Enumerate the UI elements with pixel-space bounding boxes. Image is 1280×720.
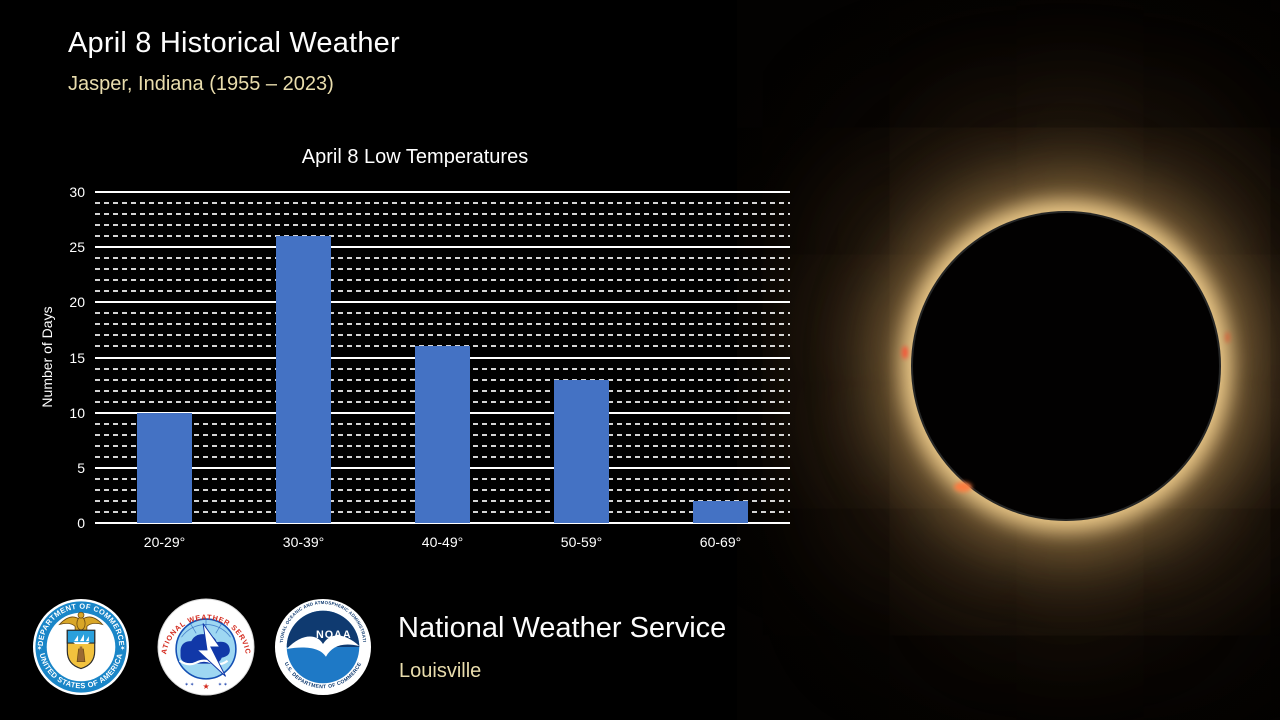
eclipsed-moon-disk — [911, 211, 1221, 521]
major-gridline — [95, 246, 790, 249]
lightning-bolt-icon — [195, 623, 227, 677]
minor-gridline — [95, 279, 790, 282]
x-tick-label: 40-49° — [421, 534, 464, 550]
doc-star-right-icon: ✶ — [120, 644, 126, 652]
major-gridline — [95, 301, 790, 304]
footer-org: National Weather Service — [398, 612, 727, 644]
nws-star-center-icon: ★ — [202, 682, 209, 691]
minor-gridline — [95, 235, 790, 238]
bar-30-39° — [276, 236, 331, 523]
minor-gridline — [95, 312, 790, 315]
y-tick-label: 25 — [69, 239, 85, 256]
x-tick-label: 50-59° — [560, 534, 603, 550]
minor-gridline — [95, 224, 790, 227]
x-axis-ticks: 20-29° 30-39° 40-49° 50-59° 60-69° — [95, 534, 790, 554]
major-gridline — [95, 522, 790, 524]
page-subtitle: Jasper, Indiana (1955 – 2023) — [68, 73, 334, 95]
minor-gridline — [95, 213, 790, 216]
y-tick-label: 5 — [77, 459, 85, 476]
x-tick-label: 20-29° — [143, 534, 186, 550]
commerce-shield-icon — [66, 629, 96, 670]
plot-area — [95, 191, 790, 524]
minor-gridline — [95, 202, 790, 205]
solar-prominence-right — [1225, 332, 1230, 343]
minor-gridline — [95, 268, 790, 271]
bar-60-69° — [693, 500, 748, 523]
national-weather-service-logo: NATIONAL WEATHER SERVICE ✶ ✶ ★ ✶ ✶ — [157, 598, 255, 696]
doc-star-left-icon: ✶ — [36, 644, 42, 652]
bar-20-29° — [137, 412, 192, 523]
y-tick-label: 15 — [69, 349, 85, 366]
minor-gridline — [95, 323, 790, 326]
minor-gridline — [95, 257, 790, 260]
x-tick-label: 30-39° — [282, 534, 325, 550]
noaa-label: NOAA — [316, 629, 352, 641]
y-tick-label: 0 — [77, 515, 85, 531]
footer-office: Louisville — [399, 660, 482, 682]
eagle-icon — [58, 611, 104, 631]
major-gridline — [95, 191, 790, 193]
y-tick-label: 20 — [69, 294, 85, 311]
department-of-commerce-logo: DEPARTMENT OF COMMERCE UNITED STATES OF … — [32, 598, 130, 696]
storm-cloud-icon — [180, 634, 230, 664]
nws-stars-right-icon: ✶ ✶ — [218, 682, 228, 688]
y-tick-label: 10 — [69, 404, 85, 421]
bar-50-59° — [554, 379, 609, 523]
noaa-seagull-icon — [286, 635, 360, 657]
y-tick-label: 30 — [69, 184, 85, 200]
minor-gridline — [95, 334, 790, 337]
solar-prominence-left — [902, 346, 908, 359]
bar-40-49° — [415, 346, 470, 523]
chart-title: April 8 Low Temperatures — [301, 146, 529, 168]
eclipse-photo — [737, 0, 1280, 720]
noaa-logo: NOAA NATIONAL OCEANIC AND ATMOSPHERIC AD… — [274, 598, 372, 696]
y-axis-ticks: 0 5 10 15 20 25 30 — [33, 184, 85, 531]
solar-prominence-bottom-left — [954, 482, 972, 492]
nws-stars-left-icon: ✶ ✶ — [185, 682, 195, 688]
x-tick-label: 60-69° — [699, 534, 742, 550]
page-title: April 8 Historical Weather — [68, 27, 400, 59]
minor-gridline — [95, 290, 790, 293]
